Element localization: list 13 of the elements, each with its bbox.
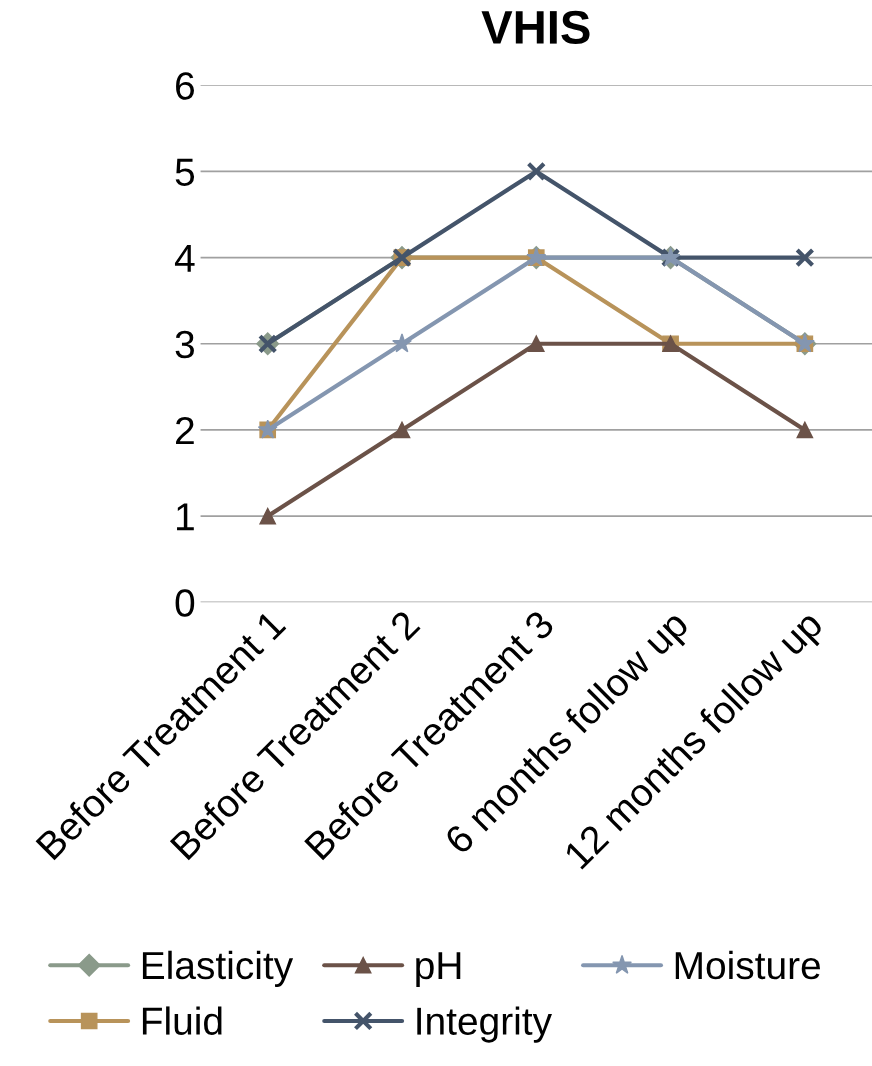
legend-label: Elasticity bbox=[142, 950, 294, 987]
y-tick-label: 5 bbox=[175, 158, 195, 186]
y-tick-label: 6 bbox=[176, 72, 194, 100]
y-tick-label: 2 bbox=[176, 416, 194, 445]
y-tick-label: 1 bbox=[177, 503, 194, 531]
legend-label: Integrity bbox=[417, 1006, 552, 1043]
chart-title: VHIS bbox=[481, 10, 590, 45]
y-tick-label: 4 bbox=[174, 244, 195, 272]
y-tick-label: 0 bbox=[175, 589, 195, 617]
y-tick-label: 3 bbox=[175, 330, 194, 359]
legend-label: pH bbox=[416, 952, 461, 987]
legend-label: Fluid bbox=[142, 1006, 222, 1035]
legend-label: Moisture bbox=[675, 950, 820, 980]
